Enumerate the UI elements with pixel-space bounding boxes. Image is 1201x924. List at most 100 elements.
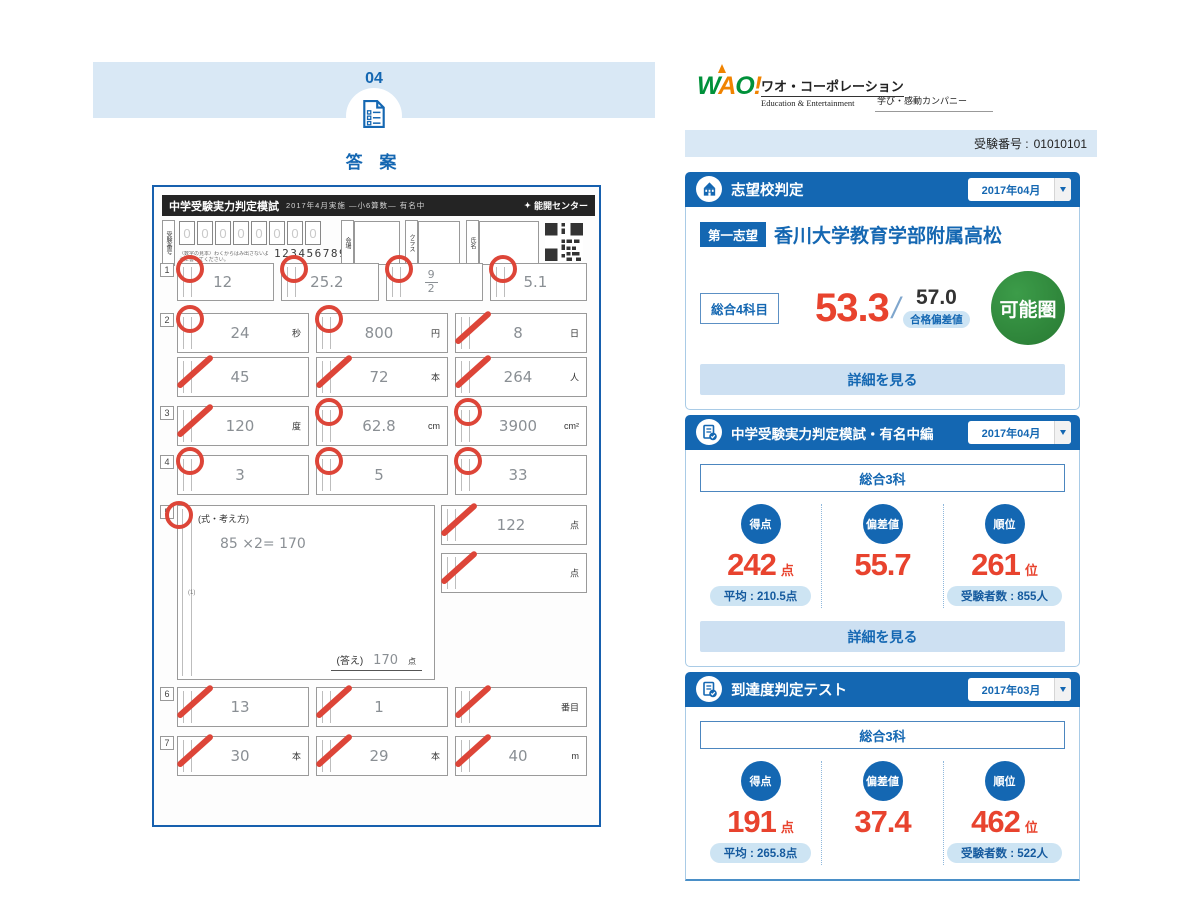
- unit-label: 点: [569, 568, 579, 579]
- answer-box: 5.1: [488, 255, 587, 301]
- score-margin: (1): [182, 509, 195, 676]
- stat-note: 平均 : 210.5点: [709, 586, 812, 606]
- stat-score: 得点 191 点 平均 : 265.8点: [700, 761, 822, 865]
- noukai-center-logo: ✦ 能開センター: [524, 201, 588, 211]
- detail-button-card1[interactable]: 詳細を見る: [700, 364, 1065, 395]
- deviation-score: 53.3: [814, 285, 890, 330]
- sheet-title: 中学受験実力判定模試: [169, 200, 279, 213]
- digit-box: 0: [233, 221, 249, 245]
- question-number: 7: [160, 736, 174, 750]
- unit-label: 円: [430, 328, 440, 339]
- venue-label: 会場: [341, 220, 354, 266]
- report-check-icon: [696, 676, 722, 702]
- stat-deviation: 偏差値 55.7: [822, 504, 944, 608]
- section-icon-circle: [346, 88, 402, 144]
- section-number: 04: [365, 70, 383, 87]
- detail-button-card2[interactable]: 詳細を見る: [700, 621, 1065, 652]
- digit-box: 0: [251, 221, 267, 245]
- score-divider: /: [891, 291, 901, 325]
- stats-row: 得点 242 点 平均 : 210.5点 偏差値 55.7 順位 261 位 受験者…: [700, 504, 1065, 608]
- checklist-document-icon: [362, 99, 386, 133]
- stat-label-badge: 得点: [740, 761, 781, 801]
- handwritten-answer: 40: [508, 747, 528, 765]
- stat-score: 得点 242 点 平均 : 210.5点: [700, 504, 822, 608]
- handwritten-answer: 8: [513, 324, 523, 342]
- wao-logo: WAO!: [697, 64, 762, 101]
- grading-mark: [176, 255, 204, 283]
- company-name-block: ワオ・コーポレーション Education & Entertainment: [761, 76, 904, 108]
- score-margin: [183, 459, 192, 491]
- score-margin: [322, 317, 331, 349]
- handwritten-answer: 72: [369, 368, 389, 386]
- digit-note: 〈数字の見本〉わくからはみ出さないように書いてください。: [179, 251, 269, 263]
- handwritten-answer: 264: [503, 368, 533, 386]
- stat-value: 261 位: [971, 547, 1038, 582]
- card-school-judgement: 志望校判定 2017年04月 第一志望 香川大学教育学部附属高松 総合4科目 5…: [685, 172, 1080, 410]
- stat-value: 242 点: [727, 547, 794, 582]
- digit-box: 0: [197, 221, 213, 245]
- school-icon: [696, 176, 722, 202]
- grading-mark: [176, 305, 204, 333]
- score-margin: [461, 410, 470, 442]
- period-select-card2[interactable]: 2017年04月: [968, 421, 1071, 444]
- handwritten-answer: 33: [508, 466, 528, 484]
- handwritten-answer: 45: [230, 368, 250, 386]
- score-margin: [322, 410, 331, 442]
- answer-box: 番目: [453, 683, 587, 727]
- grading-mark: [488, 255, 517, 283]
- stat-note: 受験者数 : 855人: [947, 586, 1062, 606]
- grading-mark: [439, 549, 479, 586]
- period-select-card3[interactable]: 2017年03月: [968, 678, 1071, 701]
- question-row-2b: 45 72 本 264 人: [175, 353, 587, 397]
- handwritten-answer: 29: [369, 747, 389, 765]
- first-choice-badge: 第一志望: [700, 222, 767, 247]
- stat-label-badge: 順位: [984, 504, 1025, 544]
- card-body: 第一志望 香川大学教育学部附属高松 総合4科目 53.3 / 57.0 合格偏差…: [685, 207, 1080, 410]
- handwritten-answer: 3: [235, 466, 245, 484]
- answer-box: 3: [176, 447, 309, 495]
- answer-box: 264 人: [453, 353, 587, 397]
- digit-box: 0: [287, 221, 303, 245]
- subject-label: 総合3科: [700, 721, 1065, 749]
- work-area-box: (1) (式・考え方) 85 ×2= 170 (答え) 170 点: [165, 501, 435, 680]
- question-number: 6: [160, 687, 174, 701]
- unit-label: 番目: [560, 702, 579, 713]
- score-margin: [322, 459, 331, 491]
- card-title: 到達度判定テスト: [731, 683, 847, 699]
- unit-label: cm: [428, 421, 440, 431]
- unit-label: 点: [408, 657, 416, 666]
- class-box: [418, 221, 460, 265]
- period-select-card1[interactable]: 2017年04月: [968, 178, 1071, 201]
- stat-value: 462 位: [971, 804, 1038, 839]
- question-row-4: 4 3 5 33: [160, 447, 587, 495]
- answer-box: 29 本: [314, 732, 448, 776]
- grading-mark: [176, 447, 204, 475]
- company-tagline: 学び・感動カンパニー: [875, 94, 994, 112]
- card-body: 総合3科 得点 191 点 平均 : 265.8点 偏差値 37.4 順位 46: [685, 707, 1080, 881]
- report-check-icon: [696, 419, 722, 445]
- stat-note: 受験者数 : 522人: [947, 843, 1062, 863]
- unit-label: 秒: [291, 328, 301, 339]
- answer-sheet-image: 中学受験実力判定模試 2017年4月実施 ―小6算数― 有名中 ✦ 能開センター…: [152, 185, 601, 827]
- brand-header: WAO! ワオ・コーポレーション Education & Entertainme…: [697, 64, 1097, 122]
- handwritten-answer: 5: [374, 466, 384, 484]
- stat-rank: 順位 462 位 受験者数 : 522人: [944, 761, 1065, 865]
- judgement-badge: 可能圏: [991, 271, 1065, 345]
- answer-box: 8 日: [453, 309, 587, 353]
- card-title: 志望校判定: [731, 183, 804, 199]
- school-name: 香川大学教育学部附属高松: [774, 226, 1003, 247]
- section-title: 答 案: [345, 153, 403, 172]
- card-title: 中学受験実力判定模試・有名中編: [731, 426, 934, 442]
- question-row-6: 6 13 1 番目: [160, 683, 587, 727]
- answer-box: 点: [439, 549, 587, 593]
- question-row-3: 3 120 度 62.8 cm 3900 cm²: [160, 398, 587, 446]
- grading-mark: [280, 255, 309, 283]
- digit-box: 0: [269, 221, 285, 245]
- stat-rank: 順位 261 位 受験者数 : 855人: [944, 504, 1065, 608]
- score-margin: [183, 317, 192, 349]
- handwritten-answer: 800: [364, 324, 394, 342]
- card-mock-exam: 中学受験実力判定模試・有名中編 2017年04月 総合3科 得点 242 点 平均…: [685, 415, 1080, 667]
- score-row: 総合4科目 53.3 / 57.0 合格偏差値 可能圏: [700, 268, 1065, 348]
- question-number: 2: [160, 313, 174, 327]
